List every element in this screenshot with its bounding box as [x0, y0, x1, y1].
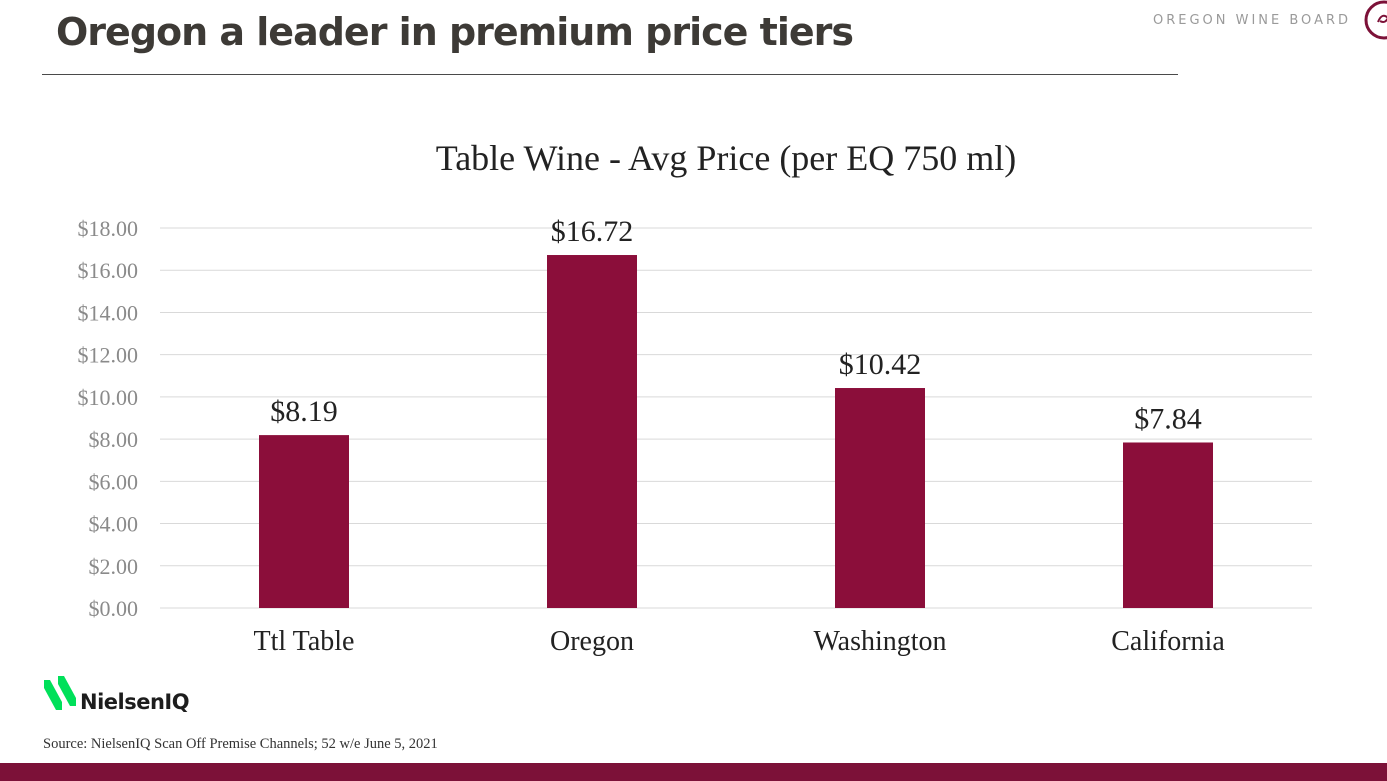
- chart-canvas: Table Wine - Avg Price (per EQ 750 ml) $…: [78, 138, 1312, 657]
- bar: [259, 435, 349, 608]
- nielseniq-logo: NielsenIQ: [42, 676, 190, 714]
- y-tick-label: $2.00: [89, 554, 139, 579]
- y-tick-label: $8.00: [89, 427, 139, 452]
- nielseniq-logo-text: NielsenIQ: [80, 690, 190, 714]
- data-labels: $8.19 $16.72 $10.42 $7.84: [270, 215, 1202, 435]
- y-tick-label: $14.00: [78, 300, 139, 325]
- x-tick-label: California: [1111, 626, 1225, 657]
- data-label: $7.84: [1134, 402, 1202, 435]
- swirl-logo-icon: [1364, 0, 1387, 40]
- nielseniq-logo-icon: [44, 676, 76, 710]
- bar: [1123, 442, 1213, 608]
- data-label: $8.19: [270, 395, 338, 428]
- x-tick-label: Washington: [813, 626, 946, 657]
- y-tick-label: $0.00: [89, 596, 139, 621]
- bars: [259, 255, 1213, 608]
- data-label: $16.72: [551, 215, 634, 248]
- y-tick-label: $12.00: [78, 343, 139, 368]
- gridlines: [160, 227, 1312, 609]
- chart-title: Table Wine - Avg Price (per EQ 750 ml): [436, 138, 1017, 178]
- y-axis: $0.00 $2.00 $4.00 $6.00 $8.00 $10.00 $12.00 $14…: [78, 216, 139, 621]
- title-divider: [42, 74, 1178, 75]
- bar-chart: Table Wine - Avg Price (per EQ 750 ml) $…: [78, 138, 1312, 657]
- x-tick-label: Oregon: [550, 626, 634, 657]
- source-note: Source: NielsenIQ Scan Off Premise Chann…: [43, 736, 438, 752]
- slide-title: Oregon a leader in premium price tiers: [56, 10, 854, 54]
- y-tick-label: $18.00: [78, 216, 139, 241]
- brand-name: OREGON WINE BOARD: [1152, 13, 1351, 28]
- bar: [547, 255, 637, 608]
- bar: [835, 388, 925, 608]
- x-axis: Ttl Table Oregon Washington California: [254, 626, 1226, 657]
- y-tick-label: $4.00: [89, 512, 139, 537]
- y-tick-label: $10.00: [78, 385, 139, 410]
- data-label: $10.42: [839, 348, 922, 381]
- y-tick-label: $6.00: [89, 469, 139, 494]
- y-tick-label: $16.00: [78, 258, 139, 283]
- footer-band: [0, 763, 1387, 781]
- x-tick-label: Ttl Table: [254, 626, 355, 657]
